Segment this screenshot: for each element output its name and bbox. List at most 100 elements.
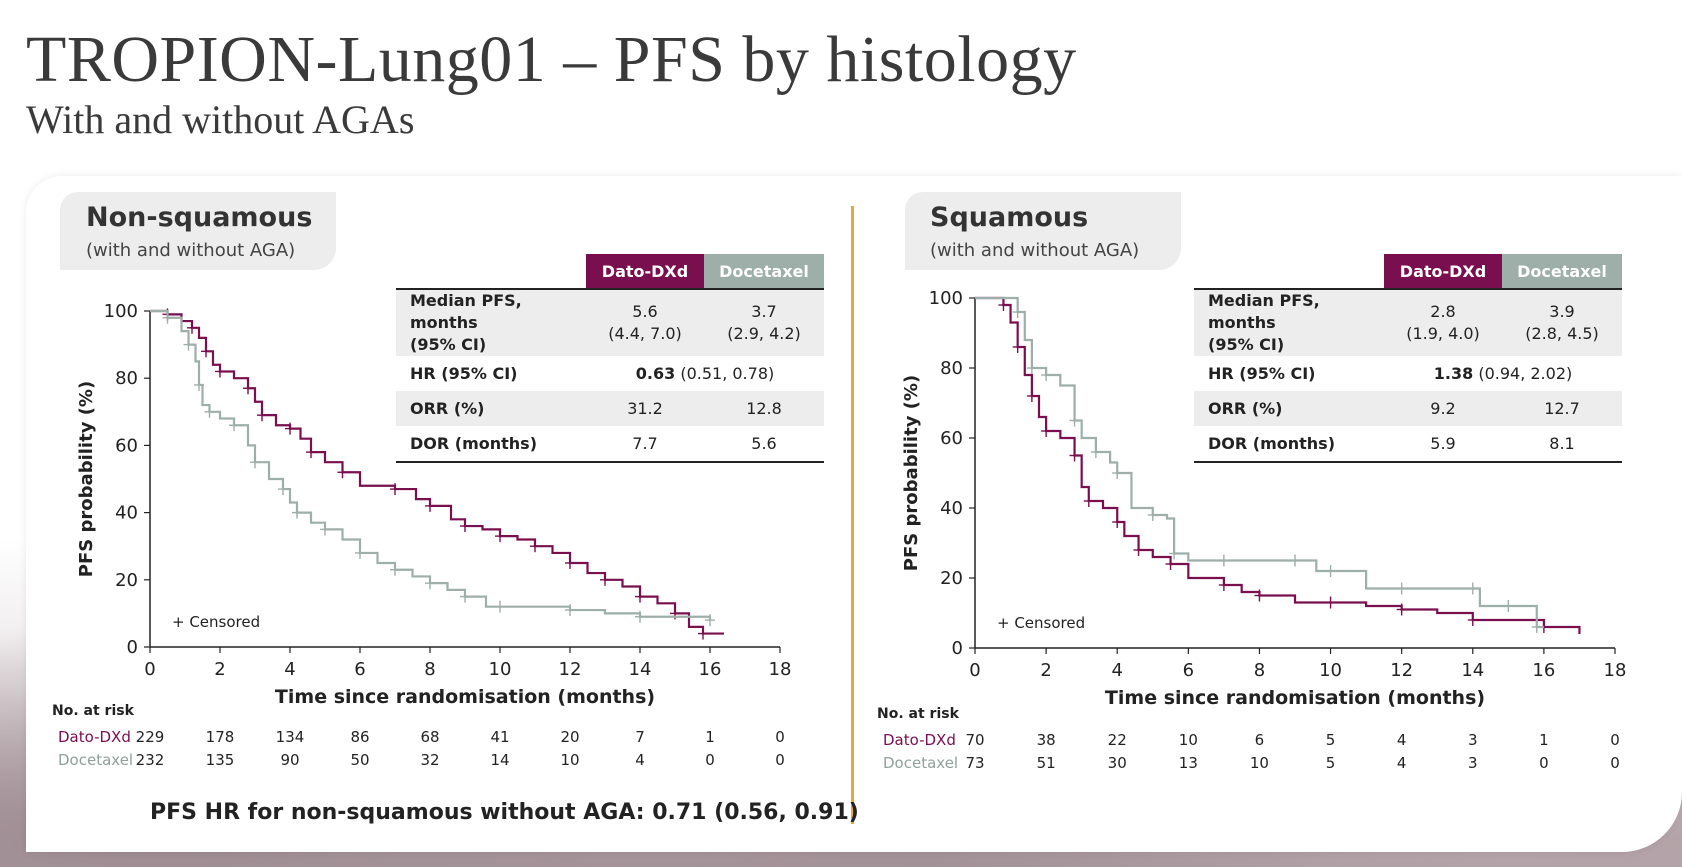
risk-value: 50	[350, 751, 370, 769]
risk-value: 134	[275, 728, 305, 746]
y-tick-label: 100	[104, 301, 138, 322]
risk-value: 232	[135, 751, 165, 769]
stats-table-nonsquamous: Dato-DXd Docetaxel Median PFS, months (95…	[396, 254, 824, 463]
median-dato: 2.8 (1.9, 4.0)	[1384, 288, 1502, 356]
y-tick-label: 100	[929, 288, 963, 309]
risk-value: 0	[775, 728, 785, 746]
median-docetaxel: 3.7 (2.9, 4.2)	[704, 288, 824, 356]
risk-value: 178	[205, 728, 235, 746]
risk-value: 3	[1467, 731, 1478, 749]
orr-docetaxel: 12.8	[704, 391, 824, 426]
risk-value: 10	[1178, 731, 1198, 749]
x-axis-label: Time since randomisation (months)	[275, 686, 655, 708]
median-label: Median PFS, months (95% CI)	[1194, 288, 1384, 356]
risk-value: 6	[1254, 731, 1265, 749]
risk-name-dato: Dato-DXd	[883, 731, 956, 749]
footnote: PFS HR for non-squamous without AGA: 0.7…	[150, 800, 859, 825]
x-tick-label: 6	[354, 659, 365, 680]
x-tick-label: 18	[1604, 660, 1627, 681]
x-tick-label: 18	[769, 659, 792, 680]
hr-value: 0.63 (0.51, 0.78)	[635, 364, 775, 383]
risk-value: 20	[560, 728, 580, 746]
x-tick-label: 6	[1183, 660, 1194, 681]
risk-value: 68	[420, 728, 440, 746]
y-tick-label: 60	[115, 435, 138, 456]
x-tick-label: 16	[699, 659, 722, 680]
risk-name-docetaxel: Docetaxel	[883, 754, 959, 772]
page-subtitle: With and without AGAs	[26, 97, 415, 142]
series-line-docetaxel	[150, 309, 712, 621]
y-tick-label: 0	[952, 638, 963, 659]
x-tick-label: 10	[1319, 660, 1342, 681]
risk-value: 0	[1539, 754, 1549, 772]
x-tick-label: 14	[629, 659, 652, 680]
panel-title: Squamous	[930, 202, 1089, 233]
x-tick-label: 0	[144, 659, 155, 680]
risk-value: 51	[1036, 754, 1056, 772]
dor-docetaxel: 8.1	[1502, 426, 1622, 463]
risk-value: 86	[350, 728, 370, 746]
risk-value: 4	[1396, 754, 1407, 772]
dor-label: DOR (months)	[1194, 426, 1384, 463]
x-tick-label: 12	[1390, 660, 1413, 681]
km-chart-nonsquamous: 0 2 4 6 8 10 12 14 16 18 0 20 40 60 80 100 Time since ra…	[76, 301, 792, 708]
hr-value: 1.38 (0.94, 2.02)	[1433, 364, 1573, 383]
y-tick-label: 0	[127, 637, 138, 658]
censored-legend: + Censored	[172, 613, 260, 631]
orr-label: ORR (%)	[396, 391, 586, 426]
orr-label: ORR (%)	[1194, 391, 1384, 426]
hr-label: HR (95% CI)	[1208, 364, 1316, 383]
risk-title: No. at risk	[52, 703, 134, 719]
risk-value: 22	[1107, 731, 1127, 749]
risk-value: 135	[205, 751, 235, 769]
y-axis-label: PFS probability (%)	[901, 375, 922, 571]
x-tick-label: 2	[214, 659, 225, 680]
hr-label: HR (95% CI)	[410, 364, 518, 383]
series-line-dato-dxd	[975, 296, 1581, 634]
censored-legend: + Censored	[997, 614, 1085, 632]
panel-header-squamous	[905, 192, 1181, 270]
risk-value: 0	[1610, 731, 1620, 749]
risk-value: 13	[1178, 754, 1198, 772]
y-tick-label: 80	[115, 368, 138, 389]
orr-dato: 9.2	[1384, 391, 1502, 426]
x-tick-label: 14	[1461, 660, 1484, 681]
y-axis-label: PFS probability (%)	[76, 381, 97, 577]
risk-value: 4	[1396, 731, 1407, 749]
panel-subtitle: (with and without AGA)	[930, 240, 1140, 261]
x-tick-label: 12	[559, 659, 582, 680]
y-tick-label: 40	[115, 503, 138, 524]
risk-value: 10	[560, 751, 580, 769]
y-tick-label: 60	[940, 428, 963, 449]
risk-name-docetaxel: Docetaxel	[58, 751, 134, 769]
x-tick-label: 16	[1532, 660, 1555, 681]
risk-name-dato: Dato-DXd	[58, 728, 131, 746]
risk-value: 10	[1249, 754, 1269, 772]
panel-title: Non-squamous	[86, 202, 313, 233]
series-line-docetaxel	[975, 296, 1544, 629]
dor-dato: 5.9	[1384, 426, 1502, 463]
median-label: Median PFS, months (95% CI)	[396, 288, 586, 356]
risk-value: 4	[635, 751, 645, 769]
orr-dato: 31.2	[586, 391, 704, 426]
risk-value: 229	[135, 728, 165, 746]
risk-value: 3	[1467, 754, 1478, 772]
risk-value: 0	[705, 751, 715, 769]
x-tick-label: 4	[284, 659, 295, 680]
risk-title: No. at risk	[877, 706, 959, 722]
risk-value: 90	[280, 751, 300, 769]
km-chart-squamous: 0 2 4 6 8 10 12 14 16 18 0 20 40 60 80 100 Time since ra…	[901, 288, 1627, 709]
table-header-dato: Dato-DXd	[1384, 254, 1502, 289]
x-axis-label: Time since randomisation (months)	[1105, 687, 1485, 709]
panel-subtitle: (with and without AGA)	[86, 240, 296, 261]
x-tick-label: 8	[424, 659, 435, 680]
risk-value: 32	[420, 751, 440, 769]
table-header-docetaxel: Docetaxel	[704, 254, 824, 289]
risk-value: 30	[1107, 754, 1127, 772]
panel-header-nonsquamous	[60, 192, 336, 270]
stats-table-squamous: Dato-DXd Docetaxel Median PFS, months (95…	[1194, 254, 1622, 463]
table-header-dato: Dato-DXd	[586, 254, 704, 289]
risk-value: 1	[705, 728, 715, 746]
risk-value: 1	[1539, 731, 1549, 749]
median-docetaxel: 3.9 (2.8, 4.5)	[1502, 288, 1622, 356]
